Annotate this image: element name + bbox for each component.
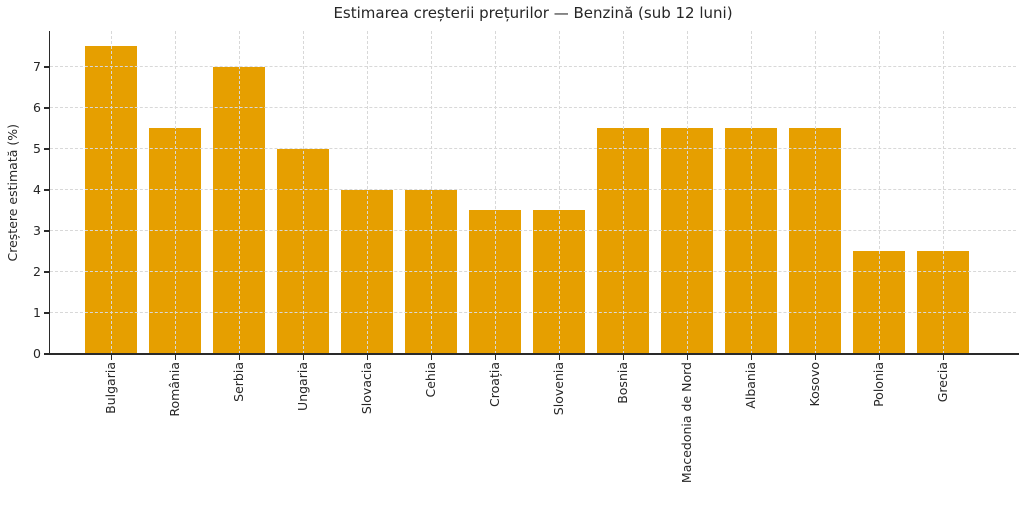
- v-gridline-slot: [591, 31, 655, 354]
- x-tick-label: Albania: [742, 362, 758, 409]
- v-gridline: [110, 31, 112, 354]
- x-tick: [622, 355, 624, 360]
- vertical-gridlines: [50, 31, 1016, 354]
- x-label-slot: România: [143, 362, 207, 417]
- x-tick: [750, 355, 752, 360]
- x-tick: [238, 355, 240, 360]
- x-label-slot: Bulgaria: [79, 362, 143, 414]
- x-tick: [366, 355, 368, 360]
- x-tick-label: Ungaria: [294, 362, 310, 411]
- x-tick: [430, 355, 432, 360]
- x-axis-spine: [48, 353, 1019, 356]
- x-tick: [942, 355, 944, 360]
- x-tick-label: Slovacia: [358, 362, 374, 415]
- v-gridline: [302, 31, 304, 354]
- v-gridline-slot: [463, 31, 527, 354]
- v-gridline-slot: [399, 31, 463, 354]
- x-label-slot: Slovenia: [527, 362, 591, 415]
- y-tick-label: 3: [33, 222, 41, 238]
- v-gridline: [878, 31, 880, 354]
- y-tick-label: 0: [33, 346, 41, 361]
- x-tick: [686, 355, 688, 360]
- y-tick-label: 5: [33, 140, 41, 156]
- v-gridline: [750, 31, 752, 354]
- v-gridline: [174, 31, 176, 354]
- v-gridline-slot: [143, 31, 207, 354]
- x-tick-label: Bosnia: [614, 362, 630, 404]
- x-label-slot: Cehia: [399, 362, 463, 397]
- y-tick: [44, 66, 49, 68]
- y-axis-spine: [48, 31, 51, 355]
- x-tick: [302, 355, 304, 360]
- v-gridline-slot: [271, 31, 335, 354]
- y-tick: [44, 230, 49, 232]
- v-gridline: [814, 31, 816, 354]
- x-label-slot: Bosnia: [591, 362, 655, 404]
- x-tick: [878, 355, 880, 360]
- v-gridline-slot: [207, 31, 271, 354]
- x-tick-label: Kosovo: [806, 362, 822, 407]
- v-gridline: [942, 31, 944, 354]
- x-label-slot: Grecia: [911, 362, 975, 402]
- x-tick-label: Polonia: [870, 362, 886, 407]
- y-tick-label: 7: [33, 58, 41, 74]
- x-label-slot: Ungaria: [271, 362, 335, 411]
- v-gridline: [430, 31, 432, 354]
- x-tick: [110, 355, 112, 360]
- v-gridline-slot: [335, 31, 399, 354]
- x-axis-labels: Bulgaria România Serbia Ungaria Slovacia Cehi…: [50, 362, 1016, 483]
- x-tick-label: Macedonia de Nord: [678, 362, 694, 484]
- v-gridline-slot: [719, 31, 783, 354]
- v-gridline-slot: [783, 31, 847, 354]
- x-tick: [814, 355, 816, 360]
- v-gridline: [558, 31, 560, 354]
- x-tick-label: Slovenia: [550, 362, 566, 416]
- x-tick-label: Grecia: [934, 362, 950, 403]
- y-tick: [44, 271, 49, 273]
- x-label-slot: Serbia: [207, 362, 271, 402]
- v-gridline-slot: [79, 31, 143, 354]
- v-gridline: [366, 31, 368, 354]
- x-label-slot: Albania: [719, 362, 783, 409]
- x-tick-label: Croația: [486, 362, 502, 407]
- y-tick: [44, 189, 49, 191]
- x-tick-label: România: [166, 362, 182, 417]
- v-gridline-slot: [527, 31, 591, 354]
- v-gridline-slot: [847, 31, 911, 354]
- v-gridline: [686, 31, 688, 354]
- x-tick: [494, 355, 496, 360]
- y-tick: [44, 107, 49, 109]
- x-label-slot: Macedonia de Nord: [655, 362, 719, 483]
- x-tick: [558, 355, 560, 360]
- v-gridline-slot: [655, 31, 719, 354]
- x-tick-label: Bulgaria: [102, 362, 118, 414]
- y-tick-label: 6: [33, 99, 41, 115]
- v-gridline: [238, 31, 240, 354]
- x-tick-label: Serbia: [230, 362, 246, 402]
- x-tick: [174, 355, 176, 360]
- x-label-slot: Kosovo: [783, 362, 847, 406]
- v-gridline: [494, 31, 496, 354]
- y-tick: [44, 312, 49, 314]
- x-tick-label: Cehia: [422, 362, 438, 398]
- chart-title: Estimarea creșterii prețurilor — Benzină…: [333, 4, 733, 22]
- v-gridline-slot: [911, 31, 975, 354]
- y-tick-label: 4: [33, 181, 41, 197]
- y-tick-label: 1: [33, 304, 41, 320]
- v-gridline: [622, 31, 624, 354]
- plot-area: [50, 31, 1016, 354]
- x-label-slot: Slovacia: [335, 362, 399, 414]
- y-tick: [44, 148, 49, 150]
- y-tick-label: 2: [33, 263, 41, 279]
- x-label-slot: Croația: [463, 362, 527, 407]
- x-label-slot: Polonia: [847, 362, 911, 407]
- y-tick: [44, 353, 49, 355]
